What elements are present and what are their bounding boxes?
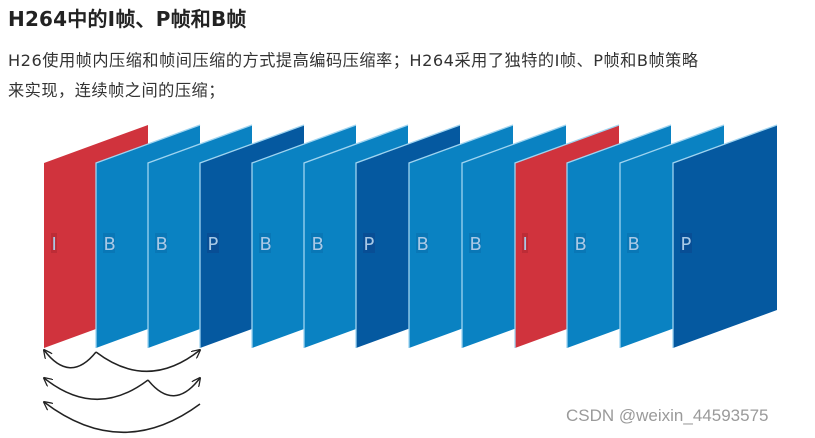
frame-label: B (417, 234, 429, 255)
reference-arrow (44, 402, 201, 434)
frame-label: I (523, 234, 528, 255)
frame-label: B (470, 234, 482, 255)
frame-label: P (681, 234, 692, 255)
reference-arrow (95, 350, 200, 373)
frame-label: B (575, 234, 587, 255)
frame-label: B (628, 234, 640, 255)
paragraph-line-2: 来实现，连续帧之间的压缩； (8, 81, 225, 100)
article-paragraph: H26使用帧内压缩和帧间压缩的方式提高编码压缩率；H264采用了独特的I帧、P帧… (8, 46, 813, 106)
reference-arrow (44, 378, 149, 401)
reference-arrows (44, 350, 201, 434)
reference-arrow (147, 378, 200, 397)
watermark: CSDN @weixin_44593575 (566, 406, 769, 425)
paragraph-line-1: H26使用帧内压缩和帧间压缩的方式提高编码压缩率；H264采用了独特的I帧、P帧… (8, 51, 699, 70)
article-title: H264中的I帧、P帧和B帧 (8, 7, 247, 31)
frame-p-12: P (672, 124, 778, 348)
frame-label: P (364, 234, 375, 255)
frame-label: I (52, 234, 57, 255)
frame-label: B (260, 234, 272, 255)
frame-label: P (208, 234, 219, 255)
frame-label: B (104, 234, 116, 255)
frame-label: B (156, 234, 168, 255)
frame-label: B (312, 234, 324, 255)
reference-arrow (44, 350, 97, 369)
